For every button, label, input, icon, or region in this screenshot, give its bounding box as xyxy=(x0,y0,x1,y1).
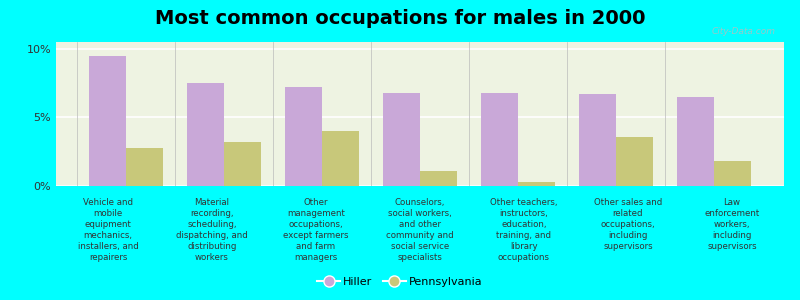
Bar xyxy=(420,171,458,186)
Bar xyxy=(481,93,518,186)
Bar xyxy=(616,136,653,186)
Bar xyxy=(224,142,262,186)
Bar xyxy=(322,131,359,186)
Text: Most common occupations for males in 2000: Most common occupations for males in 200… xyxy=(154,9,646,28)
Text: Other teachers,
instructors,
education,
training, and
library
occupations: Other teachers, instructors, education, … xyxy=(490,198,558,262)
Bar xyxy=(518,182,555,186)
Text: Other
management
occupations,
except farmers
and farm
managers: Other management occupations, except far… xyxy=(283,198,349,262)
Bar xyxy=(187,83,224,186)
Text: Counselors,
social workers,
and other
community and
social service
specialists: Counselors, social workers, and other co… xyxy=(386,198,454,262)
Text: Law
enforcement
workers,
including
supervisors: Law enforcement workers, including super… xyxy=(704,198,760,251)
Bar xyxy=(382,93,420,186)
Bar xyxy=(285,87,322,186)
Text: Material
recording,
scheduling,
dispatching, and
distributing
workers: Material recording, scheduling, dispatch… xyxy=(176,198,248,262)
Legend: Hiller, Pennsylvania: Hiller, Pennsylvania xyxy=(313,273,487,291)
Text: Vehicle and
mobile
equipment
mechanics,
installers, and
repairers: Vehicle and mobile equipment mechanics, … xyxy=(78,198,138,262)
Bar xyxy=(677,97,714,186)
Text: Other sales and
related
occupations,
including
supervisors: Other sales and related occupations, inc… xyxy=(594,198,662,251)
Text: City-Data.com: City-Data.com xyxy=(712,27,776,36)
Bar xyxy=(89,56,126,186)
Bar xyxy=(714,161,751,186)
Bar xyxy=(126,148,163,186)
Bar xyxy=(578,94,616,186)
